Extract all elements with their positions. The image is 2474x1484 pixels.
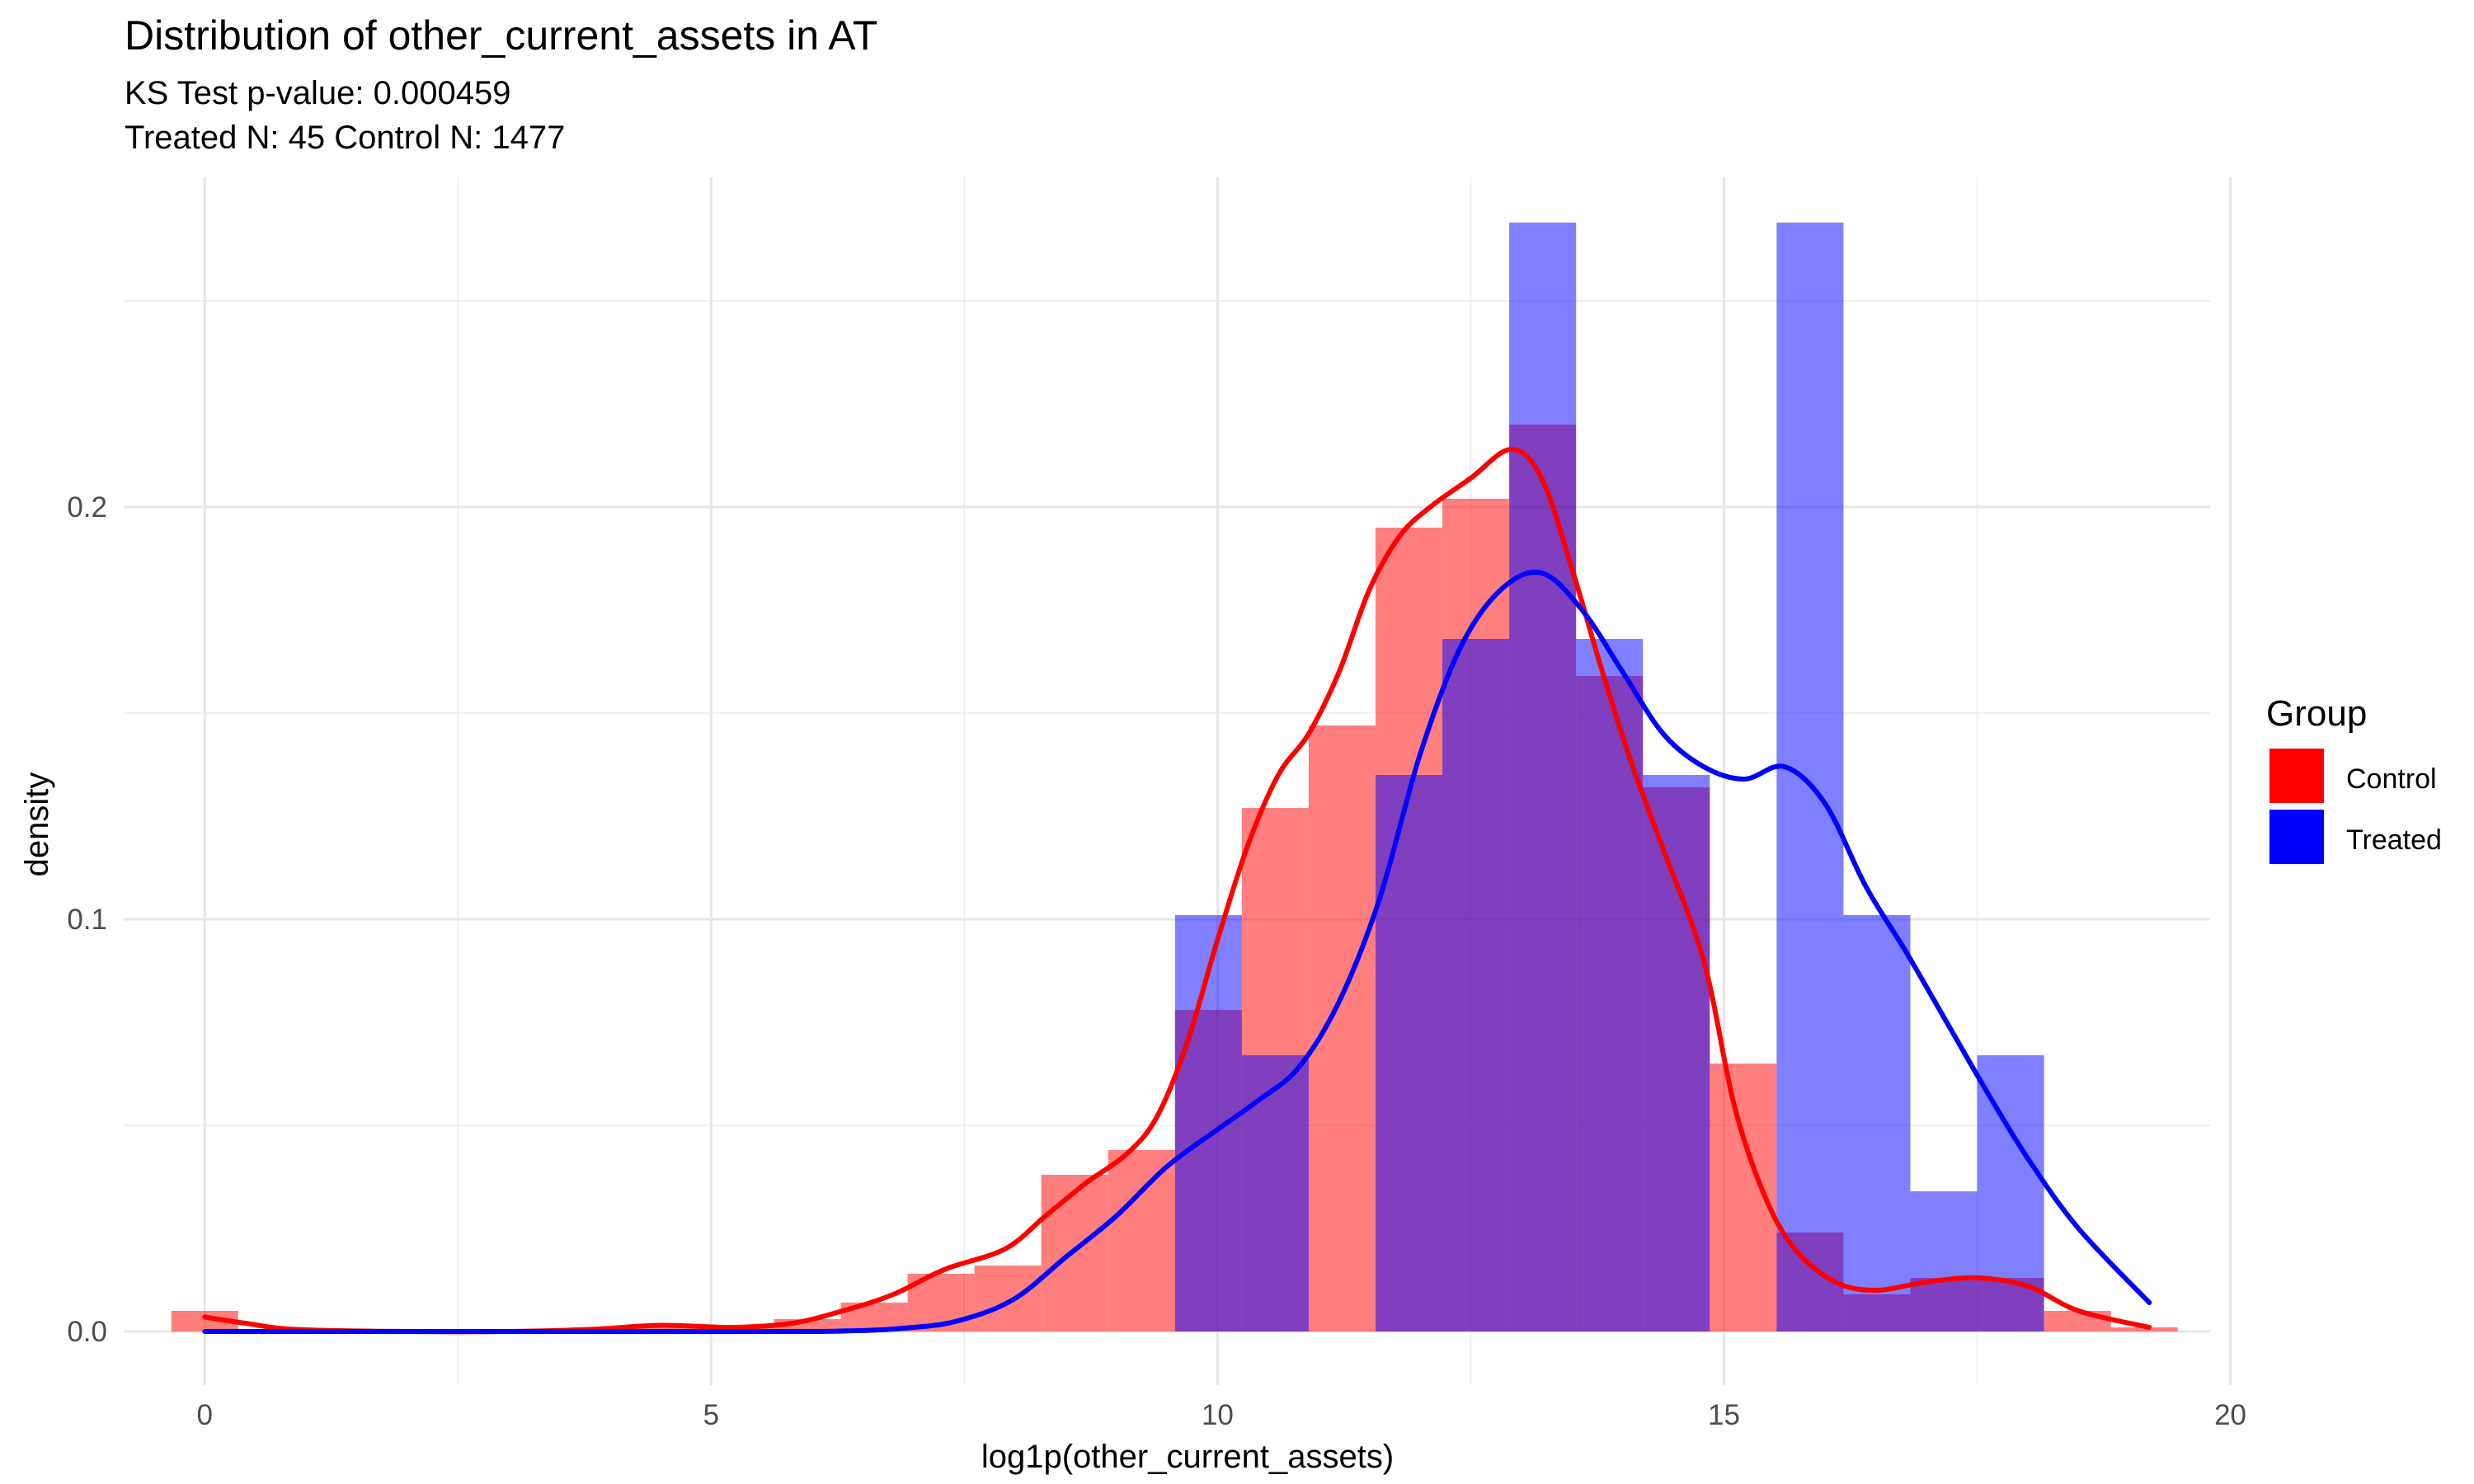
histogram-bar-treated (1509, 223, 1577, 1331)
x-tick-label: 20 (2214, 1399, 2246, 1431)
histogram-bar-treated (1174, 915, 1242, 1331)
density-curve-control (202, 447, 2152, 1335)
density-curves (202, 447, 2152, 1335)
legend-label-treated: Treated (2346, 824, 2442, 856)
legend-label-control: Control (2346, 763, 2437, 795)
histogram-treated (1174, 223, 2044, 1331)
histogram-bar-treated (1643, 775, 1710, 1331)
chart-subtitle-line-1: KS Test p-value: 0.000459 (125, 75, 510, 111)
y-axis-label: density (19, 773, 55, 877)
histogram-bar-control (974, 1266, 1042, 1331)
y-tick-label: 0.0 (67, 1316, 107, 1348)
y-axis-ticks: 0.0 0.1 0.2 (67, 491, 107, 1348)
y-tick-label: 0.1 (67, 904, 107, 936)
legend-swatch-treated (2269, 810, 2324, 864)
x-axis-label: log1p(other_current_assets) (981, 1439, 1394, 1475)
x-axis-ticks: 0 5 10 15 20 (197, 1399, 2247, 1431)
legend-swatch-control (2269, 749, 2324, 803)
chart-title: Distribution of other_current_assets in … (125, 12, 877, 59)
histogram-bar-control (2110, 1327, 2178, 1331)
legend-title: Group (2266, 693, 2367, 734)
histogram-bar-control (1041, 1175, 1108, 1331)
histogram-bar-control (2044, 1311, 2111, 1331)
histogram-bar-treated (1376, 775, 1443, 1331)
density-curve-treated (202, 570, 2152, 1335)
chart-subtitle-line-2: Treated N: 45 Control N: 1477 (125, 120, 565, 156)
y-tick-label: 0.2 (67, 491, 107, 524)
histogram-bar-control (1108, 1150, 1175, 1331)
histogram-bar-treated (1910, 1191, 1978, 1331)
x-tick-label: 10 (1202, 1399, 1234, 1431)
histogram-bar-treated (1241, 1055, 1309, 1331)
histogram-bar-treated (1776, 223, 1844, 1331)
legend: Group Control Treated (2266, 693, 2442, 864)
x-tick-label: 0 (197, 1399, 213, 1431)
histogram-bar-treated (1442, 639, 1510, 1331)
histogram-bar-treated (1576, 639, 1644, 1331)
histogram-bar-control (1308, 726, 1376, 1331)
histogram-bar-treated (1843, 915, 1911, 1331)
x-tick-label: 15 (1708, 1399, 1740, 1431)
x-tick-label: 5 (703, 1399, 719, 1431)
